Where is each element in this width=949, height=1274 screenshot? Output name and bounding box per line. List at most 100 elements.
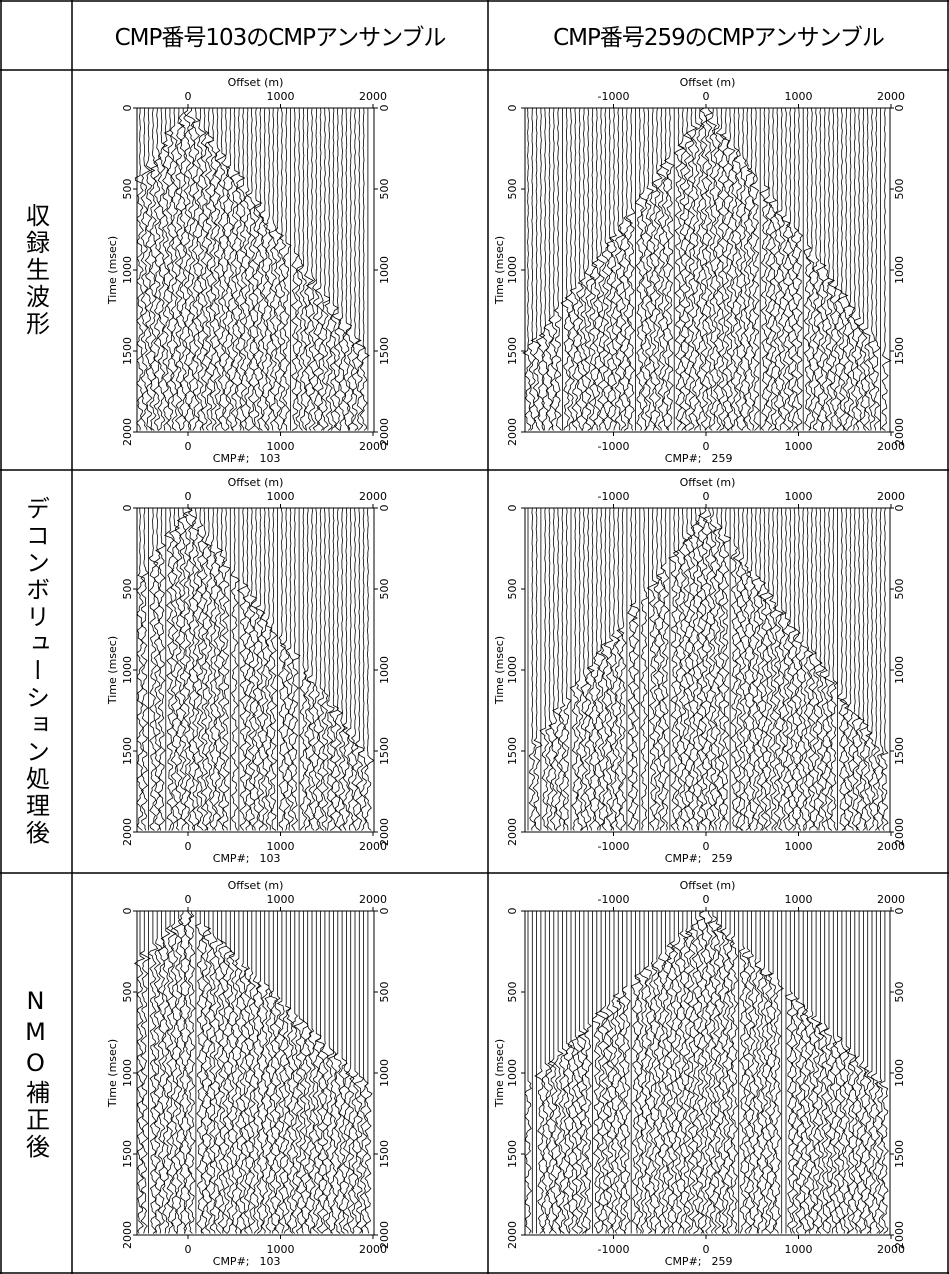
trace [683,911,693,1234]
cmp-label: CMP#; [665,852,702,865]
y-tick-label: 0 [893,105,906,112]
trace [353,911,365,1234]
trace [785,107,795,431]
y-tick-label: 0 [893,505,906,512]
y-tick-label: 1500 [378,737,391,765]
trace [659,107,670,431]
cmp-number: 103 [260,1255,281,1268]
x-tick-label: 1000 [267,440,295,453]
y-tick-label: 1500 [121,737,134,765]
trace [153,911,163,1234]
x-tick-label: 2000 [877,90,905,103]
trace [247,911,256,1234]
trace [762,507,774,831]
trace [552,507,563,831]
trace [855,507,865,831]
x-tick-label: 2000 [359,840,387,853]
y-tick-label: 0 [506,908,519,915]
axis-title: Offset (m) [228,476,284,489]
trace [872,507,880,831]
trace [306,507,316,831]
trace [285,507,295,831]
trace [702,507,713,831]
trace [584,507,595,831]
trace [644,107,655,431]
trace [140,507,150,831]
trace [187,911,196,1234]
x-tick-label: 1000 [267,1243,295,1256]
plot-frame [524,107,891,433]
x-tick-label: 1000 [267,893,295,906]
trace [786,507,796,831]
y-tick-label: 1000 [121,656,134,684]
y-tick-label: 1500 [893,337,906,365]
trace [305,107,316,431]
trace [717,507,726,831]
trace [690,507,700,831]
trace [803,507,813,831]
trace [691,107,702,431]
trace [730,507,739,831]
trace [364,911,373,1234]
axis-title: Time (msec) [106,236,119,305]
trace [285,911,295,1234]
trace [161,107,170,431]
trace [591,911,601,1234]
trace [842,107,851,431]
y-tick-label: 0 [121,908,134,915]
trace [247,507,258,831]
cmp-label: CMP#; [665,1255,702,1268]
trace [812,508,823,831]
trace [746,911,756,1234]
trace [320,911,330,1234]
trace [749,107,760,431]
trace [342,107,353,431]
y-tick-label: 0 [506,105,519,112]
y-tick-label: 0 [506,505,519,512]
trace [350,507,360,831]
trace [848,911,859,1234]
plot-frame [524,910,891,1236]
x-tick-label: 2000 [877,490,905,503]
trace [833,107,842,431]
trace [719,911,730,1234]
trace [560,107,571,431]
trace [314,107,325,431]
trace [738,911,748,1234]
trace [234,911,243,1234]
trace [553,107,562,431]
trace [672,911,683,1234]
trace [630,911,642,1234]
trace [157,911,167,1234]
trace [721,507,732,831]
trace [264,911,273,1234]
y-tick-label: 1000 [378,1059,391,1087]
x-tick-label: 2000 [359,90,387,103]
trace [196,107,207,431]
trace [345,507,355,831]
trace [134,108,144,431]
y-tick-label: 1000 [893,1059,906,1087]
cmp-number: 259 [712,852,733,865]
trace [646,507,659,831]
y-tick-label: 1000 [506,256,519,284]
trace [814,507,826,831]
trace [668,507,680,831]
trace [299,911,309,1234]
trace [165,911,177,1234]
trace [763,911,773,1234]
axis-title: Time (msec) [493,236,506,305]
cmp-number: 103 [260,852,281,865]
trace [182,507,193,831]
trace [706,107,717,431]
trace [605,107,615,431]
row-label: デコンボリューション処理後 [21,496,50,847]
trace [221,507,231,831]
trace [148,508,159,831]
trace [614,507,625,831]
trace [782,507,791,831]
y-tick-label: 1000 [378,656,391,684]
trace [148,107,159,431]
trace [320,107,331,431]
trace [325,911,335,1234]
